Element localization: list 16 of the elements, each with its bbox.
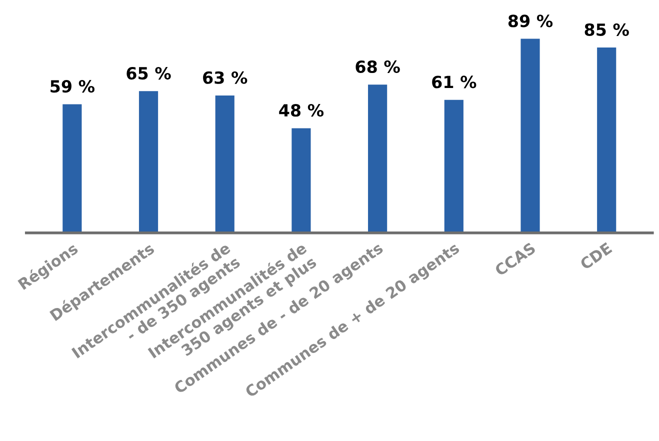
- data-label: 68 %: [356, 60, 400, 74]
- bar: [444, 100, 464, 233]
- data-label: 63 %: [203, 71, 248, 84]
- bar: [520, 38, 540, 233]
- bar: [368, 84, 388, 233]
- data-label: 85 %: [584, 23, 629, 36]
- bar: [62, 104, 82, 233]
- bar: [292, 128, 311, 233]
- bar: [138, 91, 158, 233]
- data-label: 65 %: [126, 66, 171, 80]
- data-label: 89 %: [508, 14, 553, 28]
- data-label: 61 %: [432, 76, 476, 88]
- bar: [215, 95, 234, 233]
- bar: [597, 48, 616, 233]
- data-label: 59 %: [50, 80, 94, 93]
- data-label: 48 %: [279, 104, 324, 117]
